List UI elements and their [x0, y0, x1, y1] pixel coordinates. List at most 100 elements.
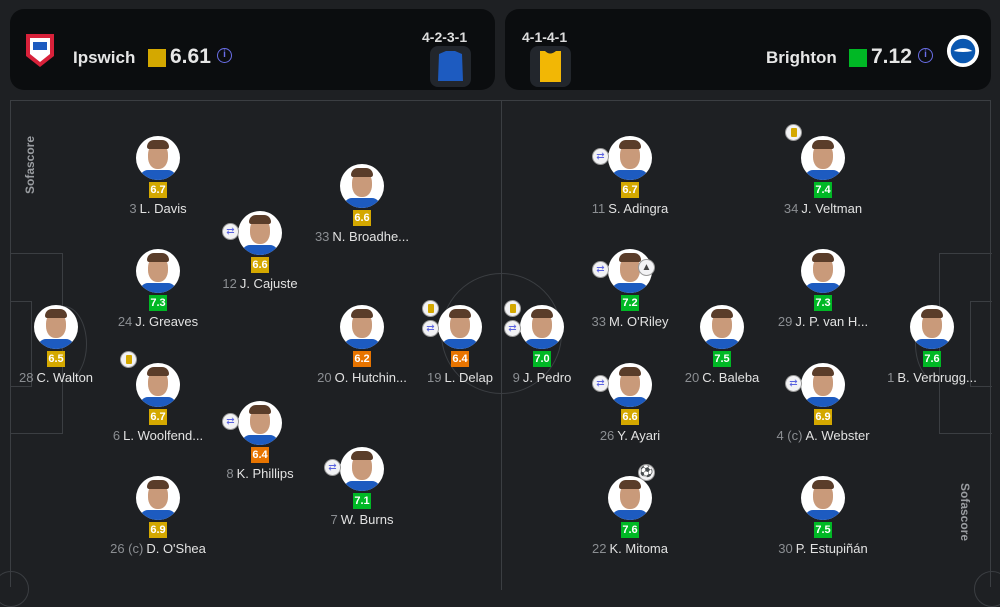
player-avatar [608, 363, 652, 407]
player-name-label: 20 O. Hutchin... [297, 370, 427, 385]
player-number: 30 [778, 541, 793, 556]
home-team-name[interactable]: Ipswich [73, 48, 136, 67]
player-avatar [136, 136, 180, 180]
player-avatar [801, 476, 845, 520]
player-name-label: 7 W. Burns [297, 512, 427, 527]
player-away[interactable]: 7.0 9 J. Pedro ⇄ [477, 300, 607, 385]
player-rating: 6.4 [451, 351, 469, 367]
player-rating: 7.0 [533, 351, 551, 367]
player-name: N. Broadhe... [332, 229, 410, 244]
player-avatar [801, 363, 845, 407]
player-name-label: 22 K. Mitoma [565, 541, 695, 556]
player-avatar [608, 476, 652, 520]
player-name: A. Webster [805, 428, 870, 443]
player-number: 26 (c) [110, 541, 144, 556]
player-name: J. Greaves [135, 314, 199, 329]
assist-icon: ▲ [638, 259, 655, 276]
player-number: 26 [599, 428, 615, 443]
substitution-icon: ⇄ [592, 375, 609, 392]
player-number: 33 [314, 229, 330, 244]
player-number: 9 [512, 370, 520, 385]
player-rating: 6.7 [149, 182, 167, 198]
away-team-name[interactable]: Brighton [766, 48, 837, 67]
player-name-label: 20 C. Baleba [657, 370, 787, 385]
player-home[interactable]: 6.6 12 J. Cajuste ⇄ [195, 211, 325, 291]
player-rating: 6.9 [814, 409, 832, 425]
player-rating: 7.4 [814, 182, 832, 198]
player-name-label: 33 M. O'Riley [565, 314, 695, 329]
player-away[interactable]: 7.2 33 M. O'Riley ⇄ ▲ [565, 249, 695, 329]
home-formation: 4-2-3-1 [422, 29, 468, 45]
away-formation: 4-1-4-1 [522, 29, 568, 45]
player-name-label: 6 L. Woolfend... [93, 428, 223, 443]
player-away[interactable]: 7.6 22 K. Mitoma ⚽ [565, 464, 695, 556]
home-goal-area [10, 301, 32, 387]
player-away[interactable]: 7.4 34 J. Veltman [758, 124, 888, 216]
player-away[interactable]: 7.6 1 B. Verbrugg... [867, 305, 997, 385]
player-home[interactable]: 6.2 20 O. Hutchin... [297, 305, 427, 385]
player-name-label: 1 B. Verbrugg... [867, 370, 997, 385]
player-avatar [608, 136, 652, 180]
player-rating: 7.3 [149, 295, 167, 311]
player-away[interactable]: 7.3 29 J. P. van H... [758, 249, 888, 329]
player-name: W. Burns [340, 512, 394, 527]
corner-arc [974, 571, 1000, 607]
player-number: 34 [783, 201, 799, 216]
player-home[interactable]: 6.7 6 L. Woolfend... [93, 351, 223, 443]
player-away[interactable]: 6.9 4 (c) A. Webster ⇄ [758, 363, 888, 443]
info-icon[interactable]: i [217, 48, 232, 63]
player-avatar [910, 305, 954, 349]
player-away[interactable]: 7.5 20 C. Baleba [657, 305, 787, 385]
player-rating: 6.9 [149, 522, 167, 538]
player-rating: 6.2 [353, 351, 371, 367]
player-number: 33 [591, 314, 606, 329]
player-name-label: 26 Y. Ayari [565, 428, 695, 443]
player-name-label: 33 N. Broadhe... [297, 229, 427, 244]
away-rating-swatch [849, 49, 867, 67]
player-avatar [238, 211, 282, 255]
player-rating: 6.6 [353, 210, 371, 226]
home-rating-swatch [148, 49, 166, 67]
player-name-label: 4 (c) A. Webster [758, 428, 888, 443]
player-avatar [520, 305, 564, 349]
player-away[interactable]: 7.5 30 P. Estupiñán [758, 476, 888, 556]
player-name-label: 8 K. Phillips [195, 466, 325, 481]
player-name: J. Veltman [801, 201, 863, 216]
player-home[interactable]: 6.5 28 C. Walton [0, 305, 121, 385]
player-avatar [700, 305, 744, 349]
player-rating: 7.3 [814, 295, 832, 311]
player-name-label: 26 (c) D. O'Shea [93, 541, 223, 556]
player-home[interactable]: 7.1 7 W. Burns ⇄ [297, 447, 427, 527]
player-away[interactable]: 6.6 26 Y. Ayari ⇄ [565, 363, 695, 443]
player-name: L. Davis [139, 201, 187, 216]
player-number: 20 [317, 370, 332, 385]
player-number: 7 [330, 512, 338, 527]
player-number: 6 [112, 428, 121, 443]
player-name: K. Mitoma [609, 541, 668, 556]
player-home[interactable]: 6.7 3 L. Davis [93, 136, 223, 216]
yellow-card-icon [422, 300, 439, 317]
info-icon[interactable]: i [918, 48, 933, 63]
player-home[interactable]: 7.3 24 J. Greaves [93, 249, 223, 329]
yellow-card-icon [120, 351, 137, 368]
player-rating: 7.6 [923, 351, 941, 367]
player-rating: 7.2 [621, 295, 639, 311]
sofascore-watermark: Sofascore [958, 482, 973, 542]
player-name-label: 9 J. Pedro [477, 370, 607, 385]
player-home[interactable]: 6.4 19 L. Delap ⇄ [395, 300, 525, 385]
player-avatar [136, 476, 180, 520]
player-number: 4 (c) [776, 428, 803, 443]
player-number: 11 [591, 201, 606, 216]
player-rating: 7.5 [814, 522, 832, 538]
substitution-icon: ⇄ [785, 375, 802, 392]
player-rating: 7.6 [621, 522, 639, 538]
player-name: J. P. van H... [795, 314, 869, 329]
player-home[interactable]: 6.9 26 (c) D. O'Shea [93, 476, 223, 556]
substitution-icon: ⇄ [222, 223, 239, 240]
player-away[interactable]: 6.7 11 S. Adingra ⇄ [565, 136, 695, 216]
corner-arc [0, 571, 29, 607]
player-avatar [438, 305, 482, 349]
player-home[interactable]: 6.6 33 N. Broadhe... [297, 164, 427, 244]
player-avatar [136, 363, 180, 407]
player-home[interactable]: 6.4 8 K. Phillips ⇄ [195, 401, 325, 481]
